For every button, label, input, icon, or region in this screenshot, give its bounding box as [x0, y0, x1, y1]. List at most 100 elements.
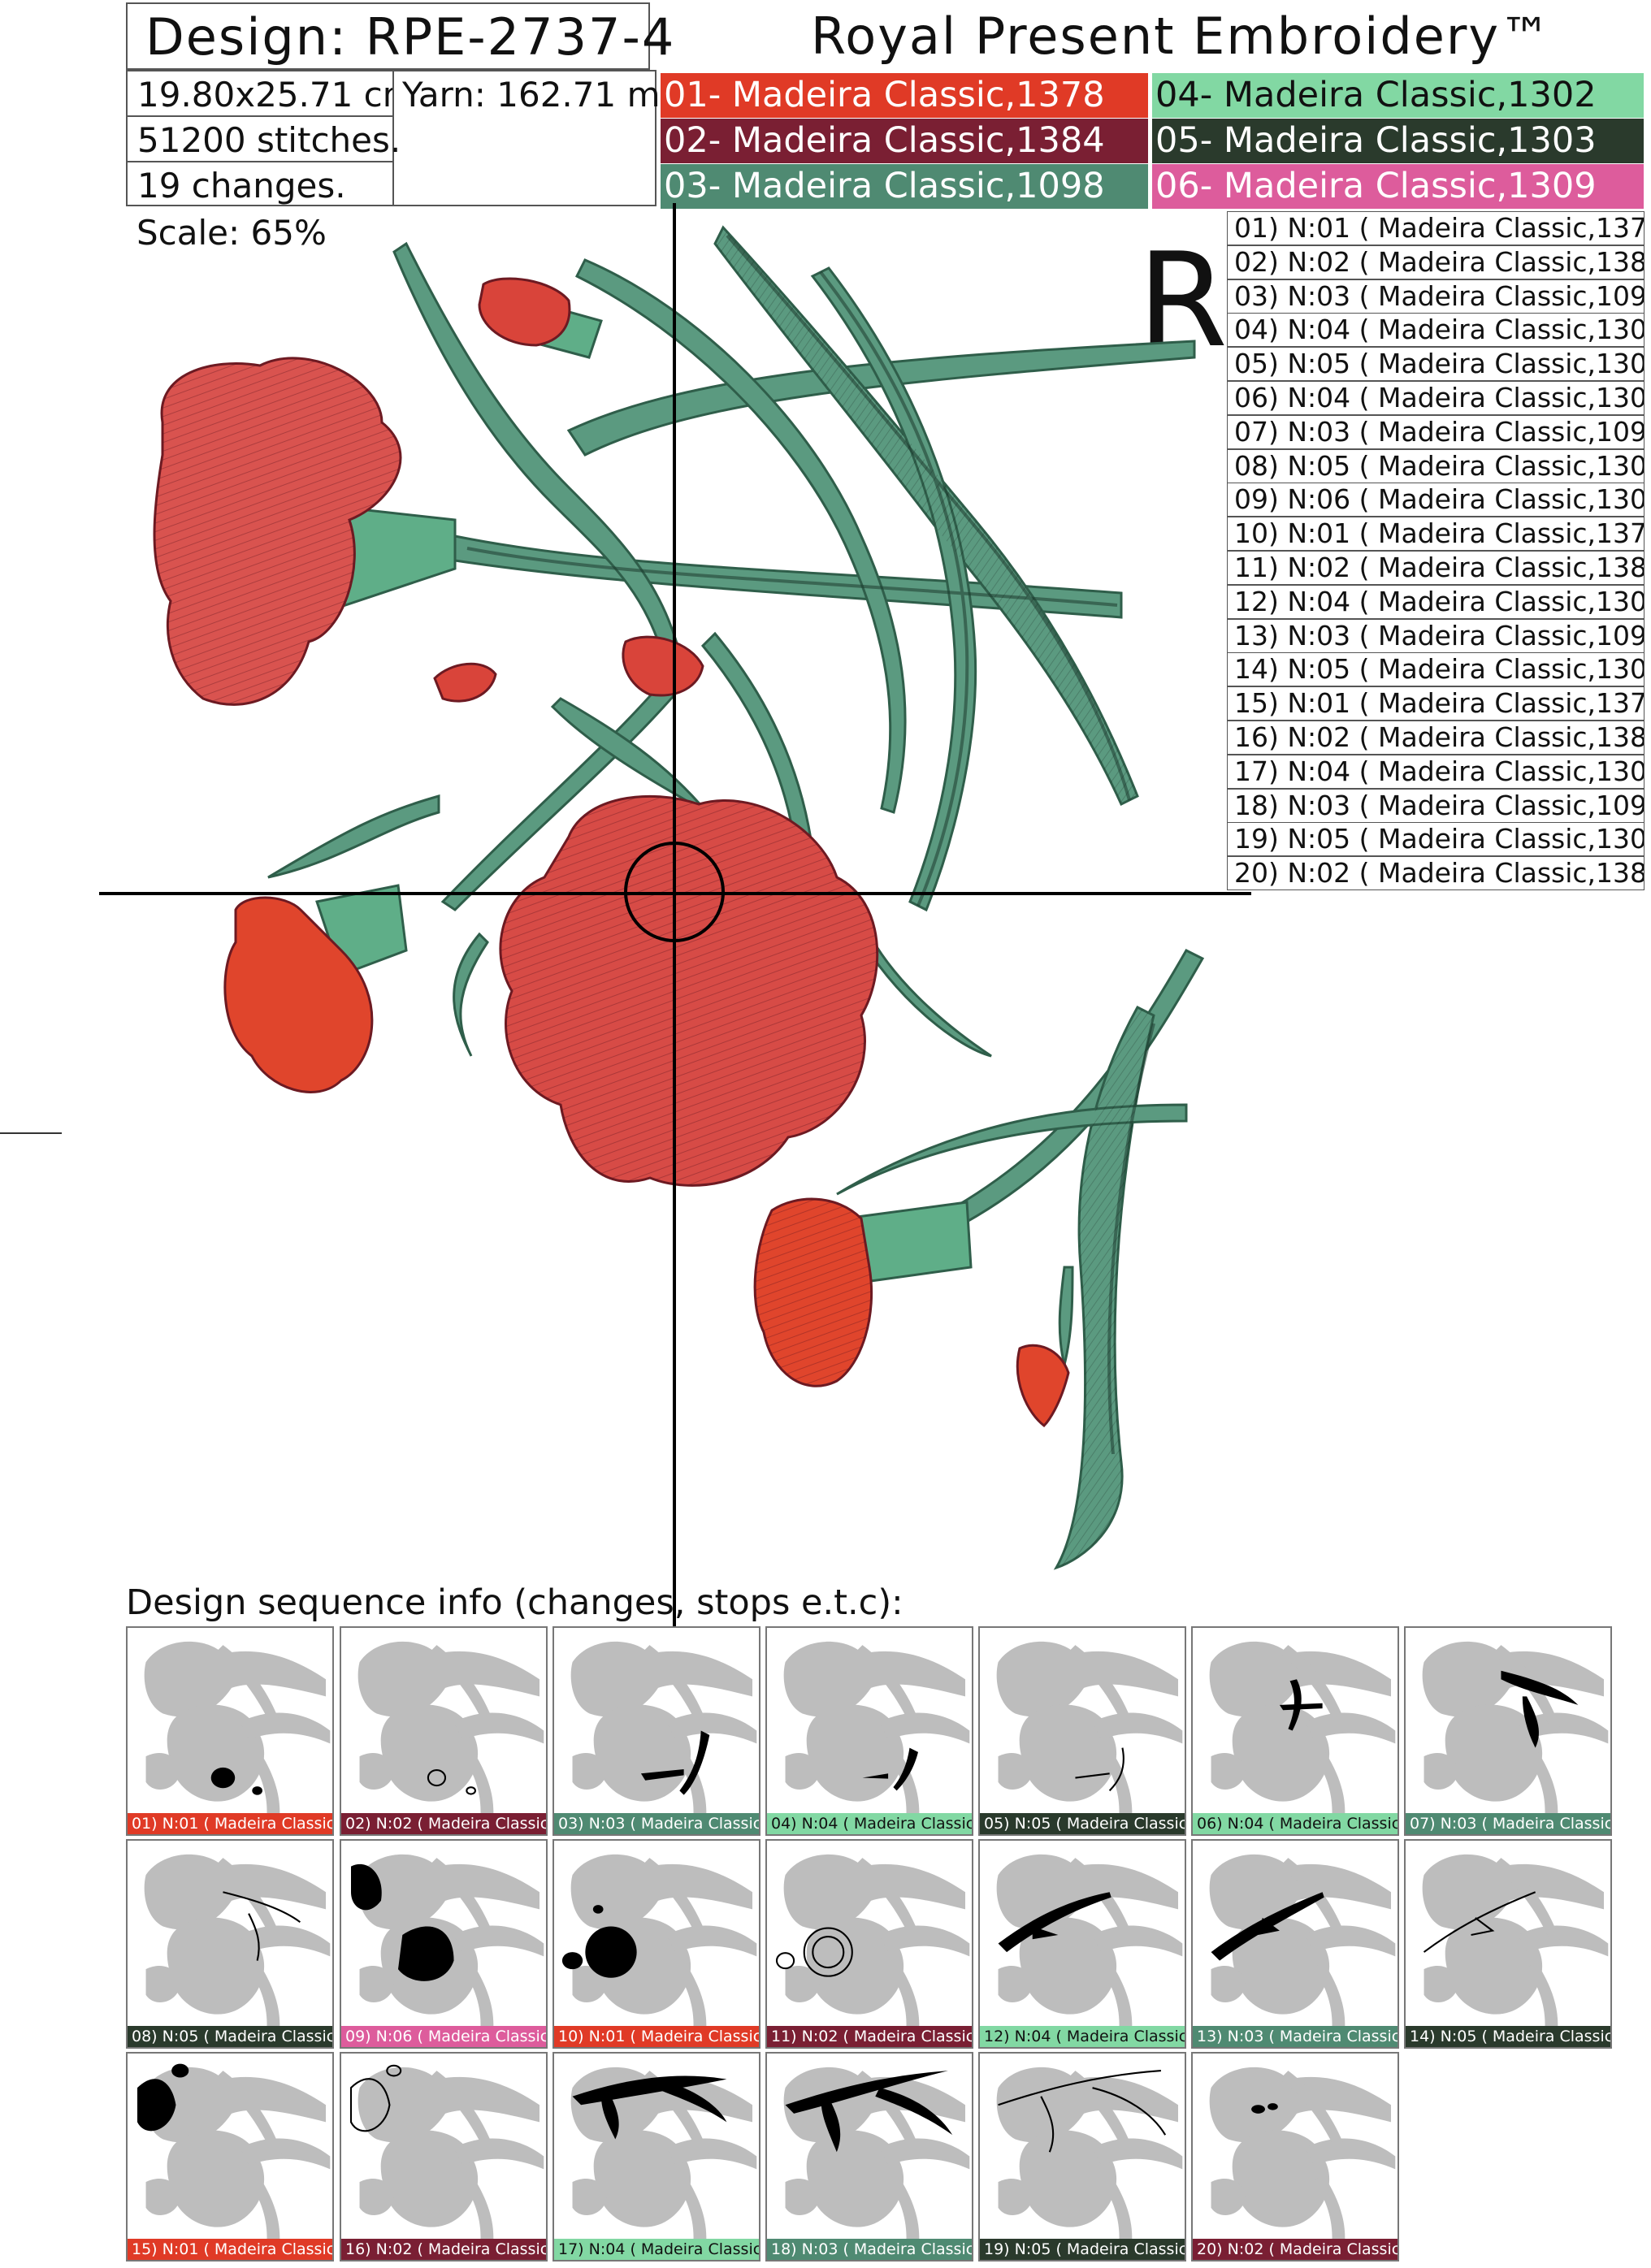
sequence-thumbnail: 16) N:02 ( Madeira Classic, — [340, 2052, 548, 2262]
thumbnail-label: 05) N:05 ( Madeira Classic — [980, 1813, 1185, 1834]
change-count: 19 changes. — [137, 166, 346, 206]
sequence-row: 19) N:05 ( Madeira Classic,1303) — [1227, 822, 1644, 857]
design-size: 19.80x25.71 cm — [137, 75, 416, 115]
thumbnail-preview — [783, 1641, 970, 1816]
thumbnail-label: 06) N:04 ( Madeira Classic — [1193, 1813, 1398, 1834]
sequence-thumbnail: 07) N:03 ( Madeira Classic — [1404, 1626, 1612, 1836]
thumbnail-label: 01) N:01 ( Madeira Classic,1 — [128, 1813, 332, 1834]
thumbnail-preview — [1422, 1854, 1609, 2029]
crosshair — [99, 203, 1251, 1584]
sequence-thumbnail: 02) N:02 ( Madeira Classic — [340, 1626, 548, 1836]
sequence-thumbnail: 06) N:04 ( Madeira Classic — [1191, 1626, 1399, 1836]
sequence-row: 16) N:02 ( Madeira Classic,1384) — [1227, 721, 1644, 755]
size-cell: 19.80x25.71 cm — [126, 70, 416, 117]
sequence-thumbnail: 05) N:05 ( Madeira Classic — [978, 1626, 1186, 1836]
sequence-row: 01) N:01 ( Madeira Classic,1378) — [1227, 211, 1644, 245]
design-id-box: Design: RPE-2737-4 — [126, 2, 674, 70]
sequence-row: 06) N:04 ( Madeira Classic,1302) — [1227, 381, 1644, 415]
sequence-thumbnail: 11) N:02 ( Madeira Classic,1 — [765, 1839, 973, 2049]
thumbnail-preview — [1209, 1641, 1396, 1816]
embroidery-design — [0, 203, 1251, 1584]
thumbnail-preview — [996, 1641, 1183, 1816]
sequence-thumbnail: 15) N:01 ( Madeira Classic,1 — [126, 2052, 334, 2262]
thumbnail-label: 20) N:02 ( Madeira Classic — [1193, 2239, 1398, 2260]
thumbnail-preview — [996, 2067, 1183, 2242]
sequence-row: 04) N:04 ( Madeira Classic,1302) — [1227, 313, 1644, 348]
sequence-row: 20) N:02 ( Madeira Classic,1384) — [1227, 856, 1644, 891]
thumbnail-label: 12) N:04 ( Madeira Classic, — [980, 2026, 1185, 2047]
design-id: Design: RPE-2737-4 — [145, 7, 676, 67]
sequence-row: 17) N:04 ( Madeira Classic,1302) — [1227, 754, 1644, 789]
thumbnail-preview — [351, 1854, 544, 2029]
sequence-row: 15) N:01 ( Madeira Classic,1378) — [1227, 686, 1644, 721]
changes-cell: 19 changes. — [126, 161, 394, 206]
thumbnail-label: 11) N:02 ( Madeira Classic,1 — [767, 2026, 972, 2047]
thumbnail-label: 08) N:05 ( Madeira Classic — [128, 2026, 332, 2047]
thumbnail-label: 09) N:06 ( Madeira Classic — [341, 2026, 546, 2047]
sequence-thumbnail: 17) N:04 ( Madeira Classic, — [552, 2052, 760, 2262]
sequence-thumbnail: 10) N:01 ( Madeira Classic,1 — [552, 1839, 760, 2049]
sequence-row: 07) N:03 ( Madeira Classic,1098) — [1227, 414, 1644, 449]
sequence-row: 13) N:03 ( Madeira Classic,1098) — [1227, 618, 1644, 653]
thumbnail-preview — [144, 1641, 331, 1816]
sequence-row: 09) N:06 ( Madeira Classic,1309) — [1227, 483, 1644, 517]
stitches-cell: 51200 stitches. — [126, 115, 401, 162]
crosshair-extension — [673, 1584, 676, 1626]
sequence-row: 02) N:02 ( Madeira Classic,1384) — [1227, 245, 1644, 279]
thumbnail-preview — [1209, 1854, 1396, 2029]
thumbnail-label: 17) N:04 ( Madeira Classic, — [554, 2239, 759, 2260]
palette-swatch: 05- Madeira Classic,1303 — [1152, 119, 1644, 163]
brand-title: Royal Present Embroidery™ — [811, 6, 1553, 66]
sequence-thumbnail: 14) N:05 ( Madeira Classic, — [1404, 1839, 1612, 2049]
thumbnail-preview — [349, 2064, 544, 2242]
sequence-row: 10) N:01 ( Madeira Classic,1378) — [1227, 517, 1644, 552]
palette-swatch: 06- Madeira Classic,1309 — [1152, 164, 1644, 209]
scale-label: Scale: 65% — [136, 213, 327, 253]
thumbnail-preview — [137, 2063, 331, 2242]
palette-swatch: 02- Madeira Classic,1384 — [661, 119, 1148, 163]
sequence-title: Design sequence info (changes, stops e.t… — [126, 1582, 904, 1623]
palette-swatch: 04- Madeira Classic,1302 — [1152, 73, 1644, 118]
thumbnail-label: 18) N:03 ( Madeira Classic, — [767, 2239, 972, 2260]
thumbnail-label: 16) N:02 ( Madeira Classic, — [341, 2239, 546, 2260]
sequence-thumbnail: 20) N:02 ( Madeira Classic — [1191, 2052, 1399, 2262]
thumbnail-label: 13) N:03 ( Madeira Classic, — [1193, 2026, 1398, 2047]
thumbnail-preview — [1209, 2067, 1396, 2242]
thumbnail-label: 14) N:05 ( Madeira Classic, — [1406, 2026, 1610, 2047]
thumbnail-label: 19) N:05 ( Madeira Classic, — [980, 2239, 1185, 2260]
palette-swatch: 01- Madeira Classic,1378 — [661, 73, 1148, 118]
thumbnail-preview — [775, 1854, 970, 2029]
sequence-thumbnail: 03) N:03 ( Madeira Classic — [552, 1626, 760, 1836]
sequence-row: 03) N:03 ( Madeira Classic,1098) — [1227, 279, 1644, 314]
palette-swatch: 03- Madeira Classic,1098 — [661, 164, 1148, 209]
thumbnail-label: 02) N:02 ( Madeira Classic — [341, 1813, 546, 1834]
sequence-thumbnail: 01) N:01 ( Madeira Classic,1 — [126, 1626, 334, 1836]
sequence-thumbnail: 09) N:06 ( Madeira Classic — [340, 1839, 548, 2049]
sequence-row: 05) N:05 ( Madeira Classic,1303) — [1227, 347, 1644, 382]
thumbnail-label: 10) N:01 ( Madeira Classic,1 — [554, 2026, 759, 2047]
thumbnail-preview — [1422, 1641, 1609, 1816]
sequence-thumbnail: 13) N:03 ( Madeira Classic, — [1191, 1839, 1399, 2049]
thumbnail-preview — [561, 1854, 757, 2029]
sequence-thumbnail: 12) N:04 ( Madeira Classic, — [978, 1839, 1186, 2049]
sequence-thumbnail: 18) N:03 ( Madeira Classic, — [765, 2052, 973, 2262]
thumbnail-preview — [783, 2067, 970, 2242]
sequence-thumbnail: 19) N:05 ( Madeira Classic, — [978, 2052, 1186, 2262]
sequence-row: 11) N:02 ( Madeira Classic,1384) — [1227, 551, 1644, 585]
thumbnail-preview — [996, 1854, 1183, 2029]
thumbnail-preview — [144, 1854, 331, 2029]
sequence-row: 08) N:05 ( Madeira Classic,1303) — [1227, 448, 1644, 483]
thumbnail-label: 15) N:01 ( Madeira Classic,1 — [128, 2239, 332, 2260]
thumbnail-preview — [358, 1641, 544, 1816]
sequence-row: 12) N:04 ( Madeira Classic,1302) — [1227, 584, 1644, 619]
thumbnail-label: 07) N:03 ( Madeira Classic — [1406, 1813, 1610, 1834]
yarn-cell: Yarn: 162.71 m — [392, 70, 660, 206]
sequence-row: 14) N:05 ( Madeira Classic,1303) — [1227, 652, 1644, 687]
thumbnail-label: 04) N:04 ( Madeira Classic — [767, 1813, 972, 1834]
thumbnail-label: 03) N:03 ( Madeira Classic — [554, 1813, 759, 1834]
sequence-thumbnail: 04) N:04 ( Madeira Classic — [765, 1626, 973, 1836]
thumbnail-preview — [570, 1641, 757, 1816]
yarn-length: Yarn: 162.71 m — [402, 75, 661, 115]
sequence-row: 18) N:03 ( Madeira Classic,1098) — [1227, 788, 1644, 823]
thumbnail-preview — [570, 2067, 757, 2242]
